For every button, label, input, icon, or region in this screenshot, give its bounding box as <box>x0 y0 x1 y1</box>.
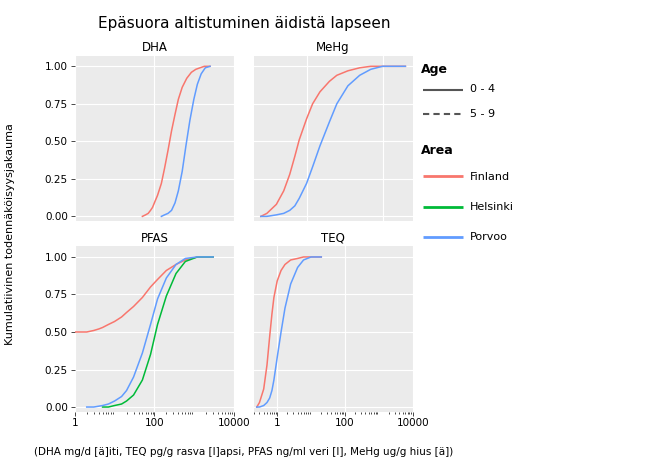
Text: Helsinki: Helsinki <box>470 202 514 212</box>
Text: Finland: Finland <box>470 172 510 182</box>
Text: Porvoo: Porvoo <box>470 232 508 242</box>
Text: PFAS: PFAS <box>140 232 168 245</box>
Text: Area: Area <box>421 144 454 157</box>
Text: MeHg: MeHg <box>317 41 350 54</box>
Text: (DHA mg/d [ä]iti, TEQ pg/g rasva [l]apsi, PFAS ng/ml veri [l], MeHg ug/g hius [ä: (DHA mg/d [ä]iti, TEQ pg/g rasva [l]apsi… <box>34 446 454 457</box>
Text: 5 - 9: 5 - 9 <box>470 109 495 119</box>
Text: Kumulatiivinen todennäköisyysjakauma: Kumulatiivinen todennäköisyysjakauma <box>5 123 15 345</box>
Text: TEQ: TEQ <box>321 232 345 245</box>
Text: 0 - 4: 0 - 4 <box>470 84 495 94</box>
Text: Age: Age <box>421 63 448 76</box>
Text: Epäsuora altistuminen äidistä lapseen: Epäsuora altistuminen äidistä lapseen <box>98 16 390 31</box>
Text: DHA: DHA <box>142 41 167 54</box>
